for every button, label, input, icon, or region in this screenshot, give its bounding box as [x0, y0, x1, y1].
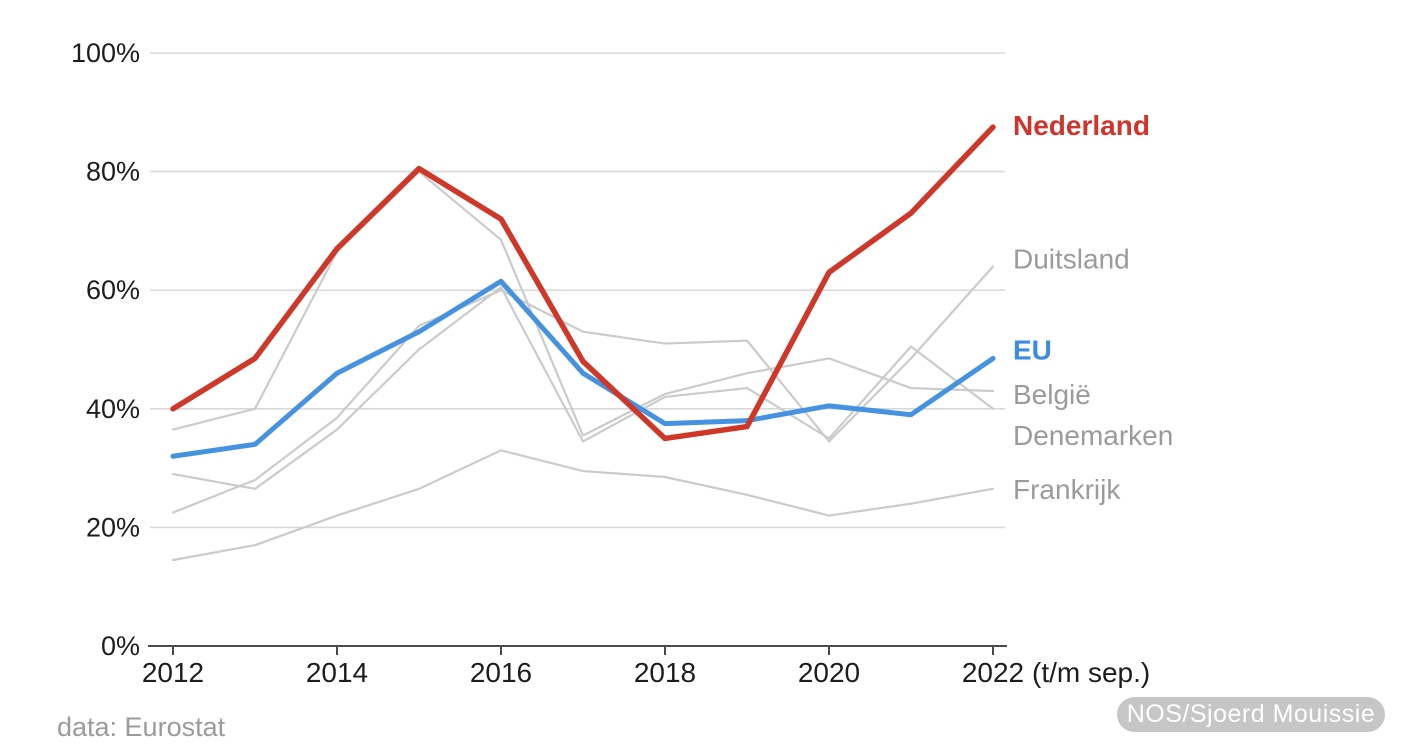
x-axis-tick-label-2016: 2016 [470, 657, 532, 688]
series-label-eu: EU [1013, 334, 1052, 365]
series-label-belgië: België [1013, 379, 1091, 410]
x-axis-suffix-label: (t/m sep.) [1032, 657, 1150, 688]
y-axis-tick-label-40: 40% [86, 394, 140, 424]
series-line-nederland [170, 124, 996, 442]
series-label-denemarken: Denemarken [1013, 420, 1173, 451]
x-axis-tick-label-2018: 2018 [634, 657, 696, 688]
series-label-duitsland: Duitsland [1013, 243, 1130, 274]
series-label-nederland: Nederland [1013, 110, 1150, 141]
x-axis-tick-label-2020: 2020 [798, 657, 860, 688]
series-label-frankrijk: Frankrijk [1013, 474, 1121, 505]
series-line-belgië [171, 170, 995, 437]
y-axis-tick-label-0: 0% [101, 631, 140, 661]
x-axis-tick-label-2012: 2012 [142, 657, 204, 688]
y-axis-tick-label-60: 60% [86, 275, 140, 305]
series-line-duitsland [171, 265, 995, 514]
y-axis-tick-label-80: 80% [86, 157, 140, 187]
series-line-denemarken [171, 286, 995, 490]
y-axis-tick-label-20: 20% [86, 512, 140, 542]
data-source-note: data: Eurostat [57, 712, 226, 742]
series-line-eu [170, 278, 996, 459]
x-axis-tick-label-2014: 2014 [306, 657, 368, 688]
y-axis-tick-label-100: 100% [71, 38, 140, 68]
series-line-frankrijk [171, 449, 995, 562]
x-axis-tick-label-2022: 2022 [962, 657, 1024, 688]
credit-badge: NOS/Sjoerd Mouissie [1117, 697, 1385, 732]
